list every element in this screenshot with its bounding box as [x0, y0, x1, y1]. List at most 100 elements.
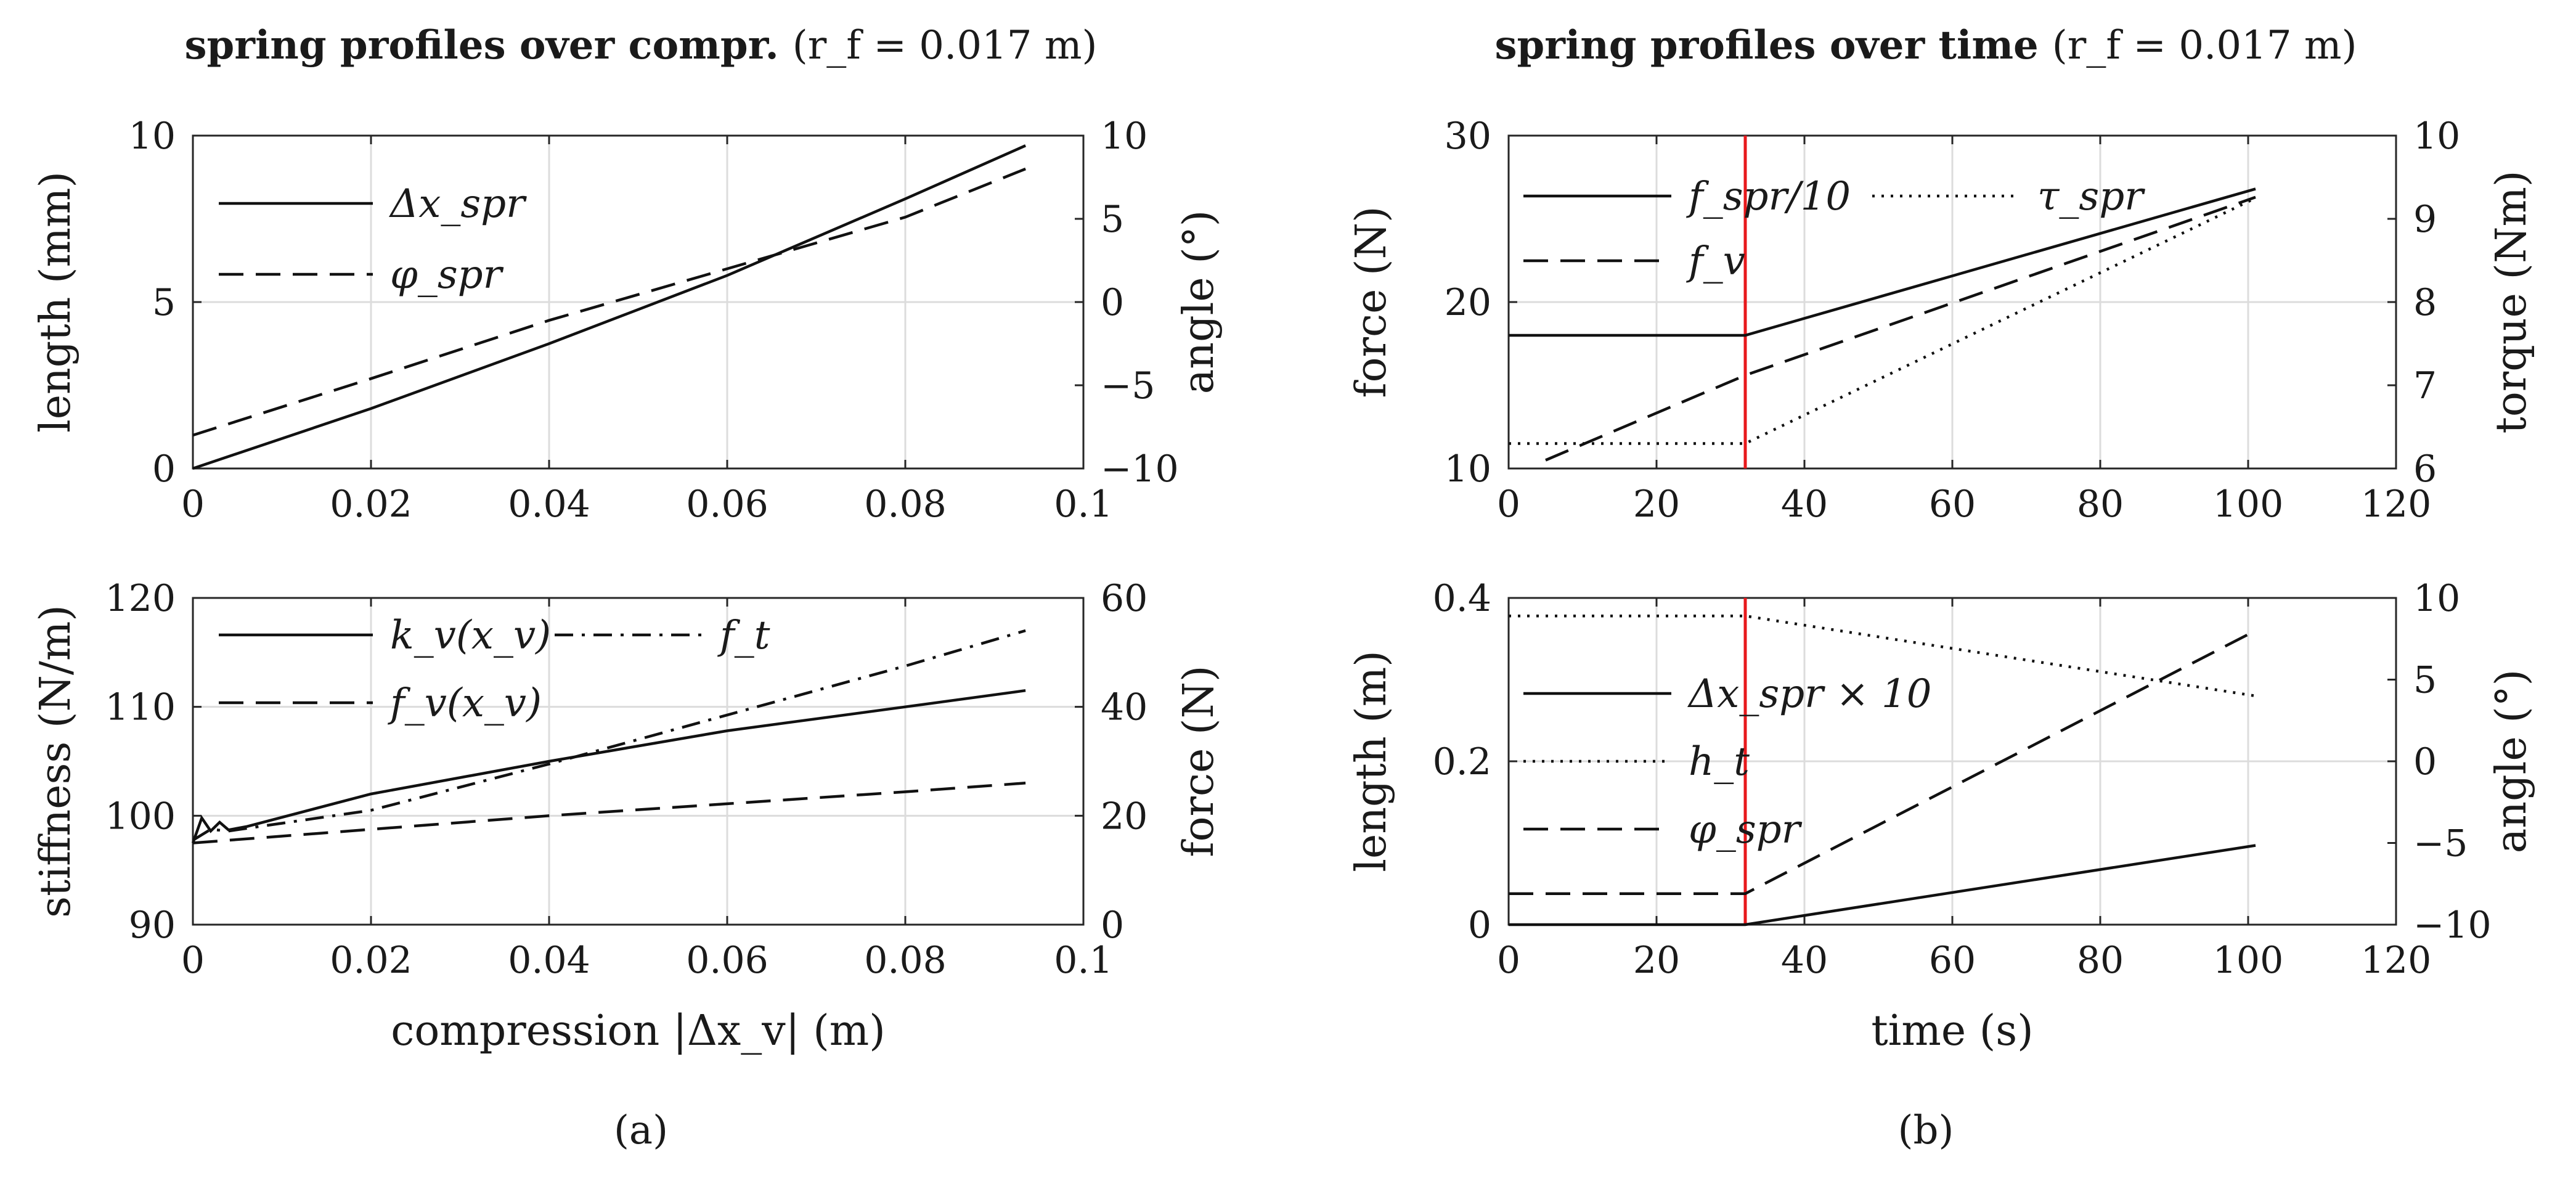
xtick-label: 80 — [2077, 939, 2124, 982]
chart-a_top: 0 0.02 0.04 0.06 0.08 0.1 0 5 10 −10 −5 0 5 10 length … — [31, 115, 1223, 526]
y2tick-label: 0 — [1101, 904, 1124, 947]
ytick-label: 0.4 — [1433, 577, 1491, 620]
series-line-a_bottom-2 — [192, 629, 1026, 842]
legend-entry-a_bottom-2: f_t — [717, 613, 770, 658]
xtick-label: 40 — [1781, 483, 1828, 526]
y2tick-label: 10 — [2413, 577, 2460, 620]
xtick-label: 0.1 — [1054, 483, 1112, 526]
y2tick-label: 8 — [2413, 281, 2437, 324]
xtick-label: 0 — [1497, 483, 1520, 526]
xlabel: time (s) — [1871, 1007, 2033, 1055]
panel-label-a: (a) — [614, 1108, 668, 1153]
xtick-label: 0.06 — [686, 483, 768, 526]
xtick-label: 0 — [1497, 939, 1520, 982]
series-line-b_top-1 — [1545, 195, 2256, 462]
title-left-param: (r_f = 0.017 m) — [793, 23, 1098, 68]
ytick-label: 90 — [129, 904, 176, 947]
legend-entry-b_bottom-0: Δx_spr × 10 — [1687, 671, 1931, 717]
xtick-label: 120 — [2361, 939, 2432, 982]
legend-entry-a_top-1: φ_spr — [390, 252, 504, 298]
axes-root: 0 0.02 0.04 0.06 0.08 0.10510−10−50510length … — [31, 115, 2536, 1055]
ytick-label: 20 — [1445, 281, 1491, 324]
legend-entry-b_bottom-2: φ_spr — [1689, 807, 1803, 853]
ytick-label: 0.2 — [1433, 740, 1491, 783]
xtick-label: 0.06 — [686, 939, 768, 982]
legend-entry-b_top-0: f_spr/10 — [1686, 174, 1851, 219]
xtick-label: 60 — [1929, 483, 1976, 526]
ylabel: force (N) — [1347, 206, 1396, 398]
xlabel: compression |Δx_v| (m) — [391, 1007, 886, 1055]
ytick-label: 10 — [129, 115, 176, 158]
xtick-label: 20 — [1633, 939, 1680, 982]
series-line-b_bottom-0 — [1509, 844, 2256, 926]
legend-entry-b_top-2: τ_spr — [2037, 174, 2145, 219]
xtick-label: 100 — [2213, 939, 2284, 982]
y2tick-label: 10 — [1101, 115, 1147, 158]
ytick-label: 10 — [1445, 448, 1491, 491]
xtick-label: 0 — [181, 483, 205, 526]
axes-frame-a_bottom — [192, 597, 1085, 926]
legend-entry-b_top-1: f_v — [1686, 239, 1745, 284]
y2tick-label: −5 — [1101, 364, 1155, 407]
ylabel: length (mm) — [31, 171, 80, 433]
y2label: torque (Nm) — [2487, 171, 2536, 434]
y2tick-label: 5 — [2413, 659, 2437, 702]
series-line-a_top-1 — [192, 167, 1026, 437]
y2tick-label: −10 — [2413, 904, 2492, 947]
series-line-a_bottom-0 — [191, 689, 1026, 844]
y2tick-label: 6 — [2413, 448, 2437, 491]
xtick-label: 20 — [1633, 483, 1680, 526]
y2tick-label: −5 — [2413, 822, 2468, 865]
y2tick-label: 5 — [1101, 198, 1124, 241]
y2label: angle (°) — [1175, 210, 1223, 395]
ylabel: stiffness (N/m) — [31, 605, 80, 918]
y2tick-label: 20 — [1101, 795, 1147, 838]
xtick-label: 0.1 — [1054, 939, 1112, 982]
ytick-label: 120 — [105, 577, 176, 620]
ytick-label: 0 — [152, 448, 176, 491]
title-left: spring profiles over compr. (r_f = 0.017 … — [184, 22, 1097, 68]
series-line-b_top-0 — [1509, 187, 2256, 337]
legend-entry-b_bottom-1: h_t — [1689, 739, 1750, 785]
chart-a_bottom: 0 0.02 0.04 0.06 0.08 0.1 90 100 110 120 0 20 40 60 st… — [31, 577, 1223, 1055]
ytick-label: 30 — [1445, 115, 1491, 158]
series-line-b_bottom-2 — [1509, 629, 2257, 895]
xtick-label: 60 — [1929, 939, 1976, 982]
xtick-label: 0.04 — [508, 939, 590, 982]
ylabel: length (m) — [1347, 650, 1396, 872]
y2label: force (N) — [1175, 665, 1223, 857]
y2tick-label: 7 — [2413, 364, 2437, 407]
ytick-label: 100 — [105, 795, 176, 838]
legend-entry-a_bottom-0: k_v(x_v) — [390, 613, 551, 658]
legend-entry-a_top-0: Δx_spr — [388, 181, 527, 227]
ytick-label: 110 — [105, 686, 176, 729]
y2tick-label: 0 — [1101, 281, 1124, 324]
title-left-bold: spring profiles over compr. — [184, 22, 778, 68]
xtick-label: 0.04 — [508, 483, 590, 526]
legend-entry-a_bottom-1: f_v(x_v) — [388, 681, 542, 726]
xtick-label: 120 — [2361, 483, 2432, 526]
y2tick-label: 0 — [2413, 740, 2437, 783]
y2tick-label: 40 — [1101, 686, 1147, 729]
y2tick-label: 10 — [2413, 115, 2460, 158]
xtick-label: 100 — [2213, 483, 2284, 526]
xtick-label: 0.08 — [864, 483, 947, 526]
chart-b_bottom: 0 20 40 60 80 100 120 0 0.2 0.4 −10 −5 0 5 10 length (m… — [1347, 577, 2536, 1055]
xtick-label: 0.08 — [864, 939, 947, 982]
chart-b_top: 0 20 40 60 80 100 120 10 20 30 6 7 8 9 10 force (N) torq… — [1347, 115, 2536, 526]
ytick-label: 5 — [152, 281, 176, 324]
xtick-label: 0.02 — [330, 483, 412, 526]
y2tick-label: 9 — [2413, 198, 2437, 241]
title-right-bold: spring profiles over time — [1494, 22, 2038, 68]
y2label: angle (°) — [2487, 669, 2536, 854]
series-line-a_top-0 — [192, 144, 1027, 470]
xtick-label: 0 — [181, 939, 205, 982]
title-right-param: (r_f = 0.017 m) — [2052, 23, 2357, 68]
panel-label-b: (b) — [1898, 1108, 1954, 1153]
xtick-label: 80 — [2077, 483, 2124, 526]
title-right: spring profiles over time (r_f = 0.017 m) — [1494, 22, 2357, 68]
series-line-a_bottom-1 — [192, 782, 1026, 845]
xtick-label: 40 — [1781, 939, 1828, 982]
ytick-label: 0 — [1468, 904, 1491, 947]
